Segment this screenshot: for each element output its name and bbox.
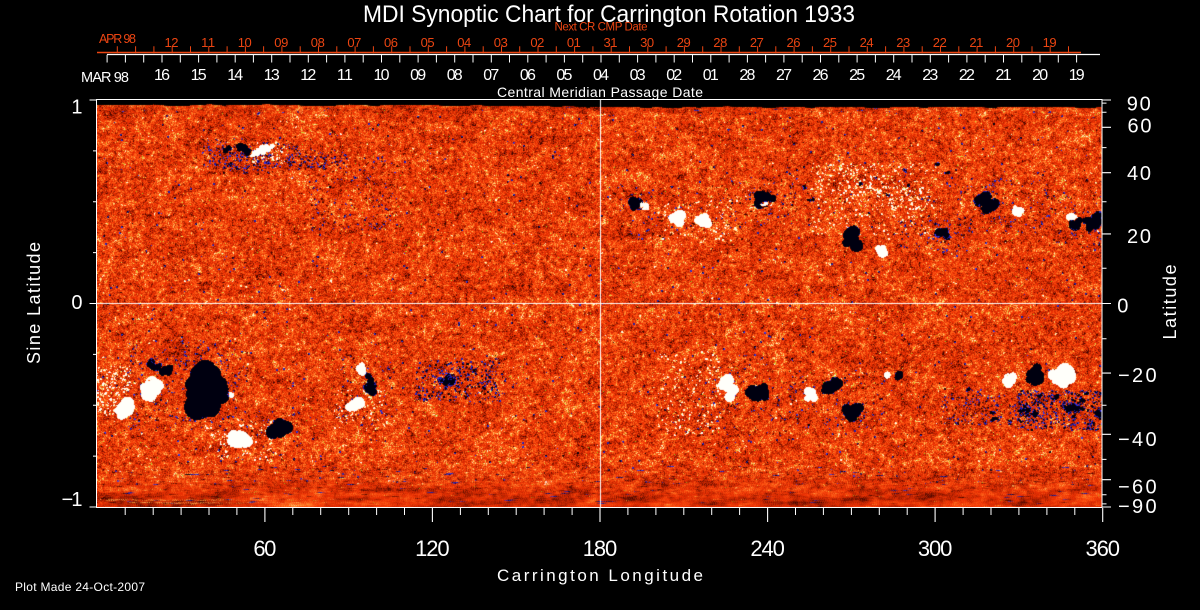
svg-text:06: 06: [384, 35, 398, 50]
svg-text:04: 04: [457, 35, 471, 50]
svg-text:01: 01: [703, 67, 719, 84]
svg-text:23: 23: [922, 67, 938, 84]
svg-text:26: 26: [813, 67, 829, 84]
svg-text:08: 08: [447, 67, 463, 84]
svg-text:−60: −60: [1118, 477, 1157, 499]
svg-text:09: 09: [410, 67, 426, 84]
svg-text:360: 360: [1085, 536, 1120, 561]
svg-text:28: 28: [739, 67, 755, 84]
svg-text:07: 07: [347, 35, 361, 50]
svg-text:20: 20: [1006, 35, 1020, 50]
svg-text:180: 180: [583, 536, 618, 561]
svg-text:08: 08: [311, 35, 325, 50]
svg-text:22: 22: [933, 35, 947, 50]
svg-text:90: 90: [1127, 94, 1151, 116]
svg-text:MAR 98: MAR 98: [81, 70, 129, 86]
svg-text:10: 10: [238, 35, 252, 50]
svg-text:10: 10: [374, 67, 390, 84]
svg-text:05: 05: [556, 67, 572, 84]
svg-text:16: 16: [154, 67, 170, 84]
svg-text:0: 0: [71, 292, 82, 314]
svg-text:−40: −40: [1118, 429, 1157, 451]
svg-text:Carrington Longitude: Carrington Longitude: [497, 566, 703, 585]
svg-text:03: 03: [630, 67, 646, 84]
svg-text:24: 24: [886, 67, 902, 84]
svg-text:Latitude: Latitude: [1160, 265, 1180, 340]
svg-text:21: 21: [996, 67, 1012, 84]
svg-text:Sine Latitude: Sine Latitude: [24, 242, 44, 364]
svg-text:29: 29: [677, 35, 691, 50]
svg-text:21: 21: [969, 35, 983, 50]
svg-text:60: 60: [1128, 116, 1152, 138]
svg-text:23: 23: [896, 35, 910, 50]
svg-text:300: 300: [918, 536, 953, 561]
svg-text:−1: −1: [62, 489, 83, 511]
svg-text:25: 25: [823, 35, 837, 50]
svg-text:07: 07: [483, 67, 499, 84]
svg-text:20: 20: [1032, 67, 1048, 84]
svg-text:14: 14: [227, 67, 243, 84]
svg-text:28: 28: [713, 35, 727, 50]
svg-text:−90: −90: [1118, 496, 1157, 518]
svg-text:24: 24: [860, 35, 874, 50]
svg-text:MDI Synoptic Chart for Carring: MDI Synoptic Chart for Carrington Rotati…: [363, 1, 855, 28]
svg-text:Plot Made 24-Oct-2007: Plot Made 24-Oct-2007: [15, 580, 145, 594]
svg-text:01: 01: [567, 35, 581, 50]
svg-text:05: 05: [421, 35, 435, 50]
svg-text:27: 27: [776, 67, 792, 84]
svg-text:−20: −20: [1118, 365, 1157, 387]
svg-text:22: 22: [959, 67, 975, 84]
svg-text:60: 60: [253, 536, 276, 561]
svg-text:02: 02: [530, 35, 544, 50]
svg-text:31: 31: [604, 35, 618, 50]
svg-text:12: 12: [165, 35, 179, 50]
svg-text:03: 03: [494, 35, 508, 50]
svg-text:120: 120: [415, 536, 450, 561]
svg-text:0: 0: [1117, 296, 1128, 318]
svg-text:Central Meridian Passage Date: Central Meridian Passage Date: [497, 84, 703, 100]
svg-text:25: 25: [849, 67, 865, 84]
svg-text:APR 98: APR 98: [99, 32, 136, 46]
svg-text:02: 02: [666, 67, 682, 84]
svg-text:11: 11: [201, 35, 215, 50]
svg-text:19: 19: [1043, 35, 1057, 50]
svg-text:Next CR CMP Date: Next CR CMP Date: [555, 22, 648, 34]
svg-text:15: 15: [191, 67, 207, 84]
svg-text:40: 40: [1127, 163, 1151, 185]
svg-text:27: 27: [750, 35, 764, 50]
svg-text:240: 240: [750, 536, 785, 561]
svg-text:26: 26: [787, 35, 801, 50]
svg-text:09: 09: [274, 35, 288, 50]
svg-text:12: 12: [300, 67, 316, 84]
svg-text:1: 1: [71, 97, 82, 119]
svg-text:30: 30: [640, 35, 654, 50]
svg-text:11: 11: [337, 67, 353, 84]
svg-text:06: 06: [520, 67, 536, 84]
svg-text:04: 04: [593, 67, 609, 84]
svg-text:20: 20: [1127, 226, 1151, 248]
svg-text:19: 19: [1069, 67, 1085, 84]
svg-text:13: 13: [264, 67, 280, 84]
